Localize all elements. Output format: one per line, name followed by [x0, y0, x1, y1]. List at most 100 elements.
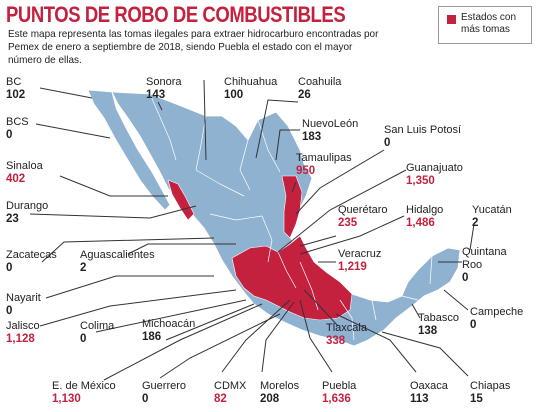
- state-value: 1,350: [406, 175, 435, 187]
- state-value: 143: [146, 89, 166, 101]
- state-value: 1,636: [322, 393, 351, 405]
- state-label-sinaloa: Sinaloa 402: [6, 160, 43, 186]
- state-name: Colima: [80, 320, 115, 332]
- state-name: E. de México: [52, 380, 116, 392]
- state-value: 113: [410, 393, 429, 405]
- state-name: Michoacán: [142, 318, 196, 330]
- state-label-cdmx: CDMX 82: [214, 380, 246, 406]
- state-label-veracruz: Veracruz 1,219: [338, 248, 381, 274]
- state-value: 1,219: [338, 261, 367, 273]
- state-value: 23: [6, 213, 19, 225]
- state-name: Durango: [6, 200, 49, 212]
- state-label-morelos: Morelos 208: [260, 380, 299, 406]
- state-name: Tlaxcala: [326, 322, 367, 334]
- state-value: 235: [338, 217, 358, 229]
- state-borders: [149, 93, 433, 341]
- sinaloa-shape: [167, 179, 195, 221]
- state-value: 0: [462, 272, 469, 284]
- state-label-zacatecas: Zacatecas 0: [6, 249, 57, 275]
- leader-lines: [29, 79, 475, 381]
- state-label-guerrero: Guerrero 0: [142, 380, 186, 406]
- state-label-slp: San Luis Potosí 0: [384, 124, 461, 150]
- state-name: Puebla: [322, 380, 357, 392]
- state-label-durango: Durango 23: [6, 200, 48, 226]
- state-value: 208: [260, 393, 280, 405]
- state-value: 0: [6, 262, 13, 274]
- tamaulipas-shape: [281, 175, 303, 239]
- legend-label: Estados con más tomas: [461, 12, 517, 35]
- state-label-oaxaca: Oaxaca 113: [410, 380, 448, 406]
- map-title: PUNTOS DE ROBO DE COMBUSTIBLES: [6, 2, 346, 27]
- state-name: BC: [6, 76, 22, 88]
- state-label-guanajuato: Guanajuato 1,350: [406, 162, 463, 188]
- state-name: Quintana Roo: [462, 246, 507, 271]
- state-label-tamaulipas: Tamaulipas 950: [296, 152, 352, 178]
- state-label-nuevoleon: NuevoLeón 183: [302, 118, 358, 144]
- state-value: 0: [6, 129, 13, 141]
- state-label-colima: Colima 0: [80, 320, 114, 346]
- state-name: Oaxaca: [410, 380, 448, 392]
- state-label-hidalgo: Hidalgo 1,486: [406, 204, 443, 230]
- state-label-quintanaroo: Quintana Roo 0: [462, 246, 516, 285]
- baja-peninsula: [87, 89, 171, 211]
- state-name: Morelos: [260, 380, 300, 392]
- state-name: Chiapas: [470, 380, 511, 392]
- state-value: 138: [418, 325, 438, 337]
- state-value: 2: [80, 262, 87, 274]
- state-label-tabasco: Tabasco 138: [418, 312, 459, 338]
- state-label-tlaxcala: Tlaxcala 338: [326, 322, 367, 348]
- state-label-michoacan: Michoacán 186: [142, 318, 195, 344]
- state-value: 402: [6, 173, 26, 185]
- state-label-queretaro: Querétaro 235: [338, 204, 388, 230]
- state-value: 15: [470, 393, 483, 405]
- state-name: Sonora: [146, 76, 182, 88]
- map-subtitle: Este mapa representa las tomas ilegales …: [8, 28, 379, 66]
- legend: Estados con más tomas: [438, 6, 532, 44]
- state-name: Nayarit: [6, 292, 41, 304]
- state-value: 82: [214, 393, 227, 405]
- state-name: Guanajuato: [406, 162, 463, 174]
- state-value: 1,130: [52, 393, 81, 405]
- state-label-puebla: Puebla 1,636: [322, 380, 356, 406]
- central-block-shape: [231, 235, 353, 321]
- state-name: San Luis Potosí: [384, 124, 462, 136]
- state-name: Jalisco: [6, 320, 40, 332]
- state-name: Coahuila: [298, 76, 342, 88]
- state-name: Tabasco: [418, 312, 459, 324]
- state-label-edomex: E. de México 1,130: [52, 380, 116, 406]
- state-label-chihuahua: Chihuahua 100: [224, 76, 277, 102]
- state-label-bc: BC 102: [6, 76, 25, 102]
- state-value: 1,486: [406, 217, 435, 229]
- state-value: 26: [298, 89, 311, 101]
- state-label-jalisco: Jalisco 1,128: [6, 320, 40, 346]
- state-value: 0: [384, 137, 391, 149]
- state-name: Chihuahua: [224, 76, 278, 88]
- highlighted-states: [167, 175, 353, 321]
- state-name: Querétaro: [338, 204, 388, 216]
- state-label-aguascalientes: Aguascalientes 2: [80, 249, 155, 275]
- state-value: 0: [142, 393, 149, 405]
- state-label-campeche: Campeche 0: [470, 306, 523, 332]
- state-name: BCS: [6, 116, 29, 128]
- state-name: NuevoLeón: [302, 118, 359, 130]
- state-value: 1,128: [6, 333, 35, 345]
- state-name: Aguascalientes: [80, 249, 155, 261]
- state-name: Guerrero: [142, 380, 187, 392]
- state-name: Veracruz: [338, 248, 382, 260]
- state-name: Tamaulipas: [296, 152, 352, 164]
- state-name: Yucatán: [472, 204, 512, 216]
- state-name: Hidalgo: [406, 204, 444, 216]
- state-value: 102: [6, 89, 26, 101]
- state-name: Sinaloa: [6, 160, 43, 172]
- state-name: CDMX: [214, 380, 247, 392]
- state-value: 0: [80, 333, 87, 345]
- state-label-chiapas: Chiapas 15: [470, 380, 510, 406]
- state-value: 0: [470, 319, 477, 331]
- state-name: Campeche: [470, 306, 524, 318]
- state-name: Zacatecas: [6, 249, 57, 261]
- state-label-bcs: BCS 0: [6, 116, 29, 142]
- legend-swatch: [447, 15, 456, 24]
- state-label-nayarit: Nayarit 0: [6, 292, 41, 318]
- state-value: 183: [302, 131, 322, 143]
- state-value: 2: [472, 217, 479, 229]
